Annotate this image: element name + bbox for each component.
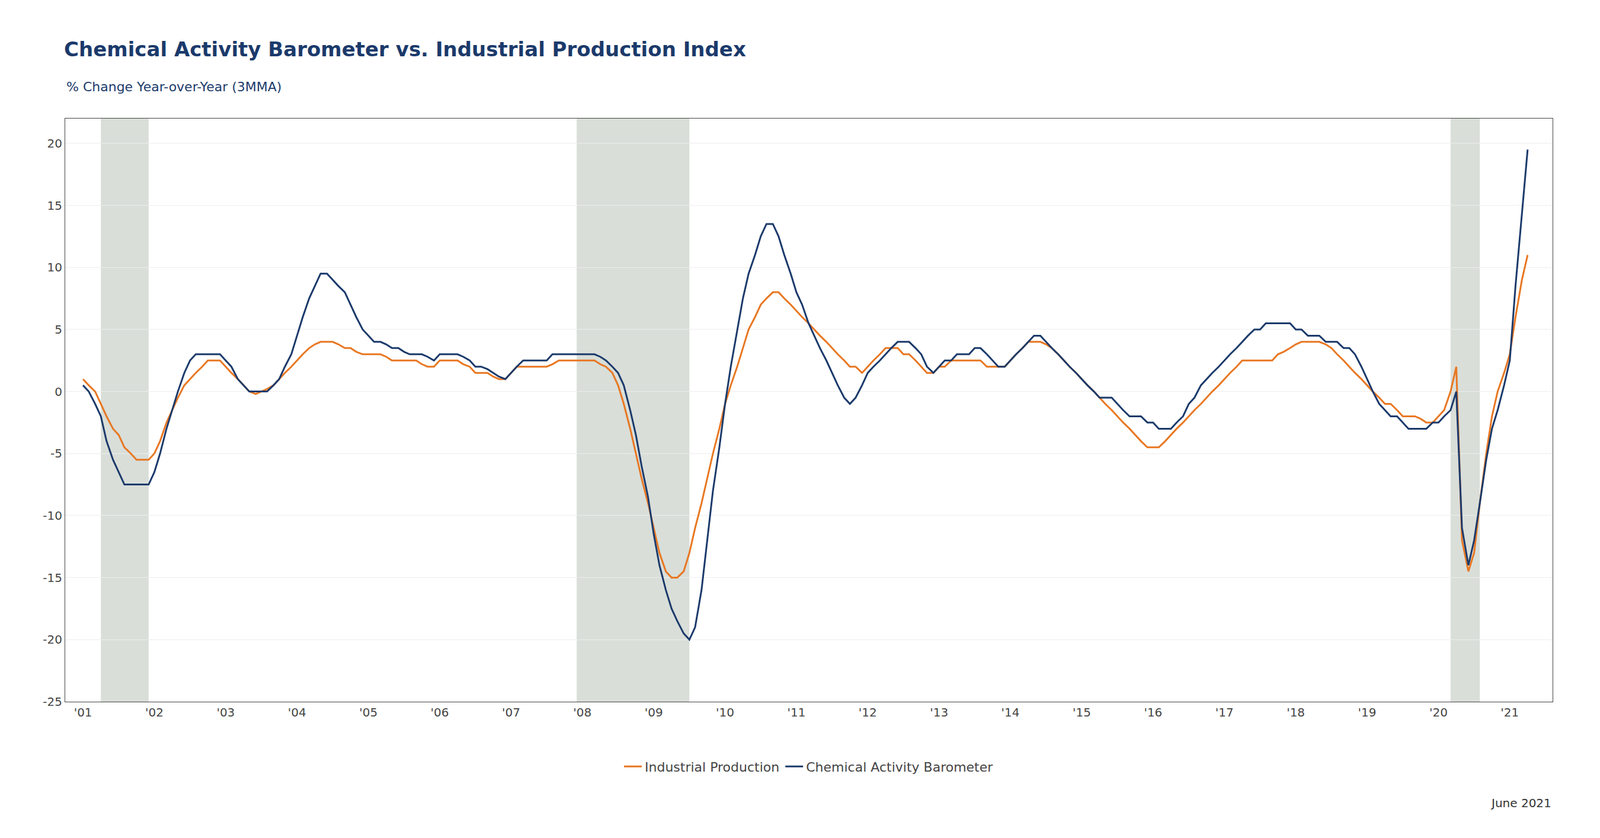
svg-text:'08: '08 bbox=[573, 705, 592, 720]
svg-text:'20: '20 bbox=[1429, 705, 1448, 720]
svg-text:-5: -5 bbox=[50, 446, 63, 461]
svg-text:5: 5 bbox=[54, 322, 63, 337]
svg-text:-25: -25 bbox=[42, 694, 63, 709]
svg-text:'05: '05 bbox=[359, 705, 378, 720]
svg-text:'13: '13 bbox=[929, 705, 949, 720]
svg-text:Industrial Production: Industrial Production bbox=[644, 759, 780, 775]
svg-text:'06: '06 bbox=[430, 705, 450, 720]
svg-text:10: 10 bbox=[47, 260, 63, 275]
svg-text:'17: '17 bbox=[1215, 705, 1234, 720]
svg-text:% Change Year-over-Year (3MMA): % Change Year-over-Year (3MMA) bbox=[66, 79, 282, 95]
svg-text:20: 20 bbox=[47, 136, 63, 151]
svg-text:'19: '19 bbox=[1358, 705, 1377, 720]
svg-text:'12: '12 bbox=[858, 705, 878, 720]
svg-text:-10: -10 bbox=[42, 508, 63, 523]
svg-text:'03: '03 bbox=[216, 705, 235, 720]
svg-text:0: 0 bbox=[54, 384, 63, 399]
svg-text:Chemical Activity Barometer: Chemical Activity Barometer bbox=[805, 759, 994, 775]
svg-text:'16: '16 bbox=[1143, 705, 1163, 720]
svg-text:'18: '18 bbox=[1286, 705, 1305, 720]
svg-text:-20: -20 bbox=[42, 632, 63, 647]
svg-text:'14: '14 bbox=[1001, 705, 1020, 720]
svg-text:'10: '10 bbox=[715, 705, 735, 720]
svg-text:-15: -15 bbox=[42, 570, 63, 585]
svg-text:'04: '04 bbox=[288, 705, 307, 720]
svg-text:'09: '09 bbox=[644, 705, 664, 720]
svg-text:'01: '01 bbox=[74, 705, 93, 720]
svg-text:15: 15 bbox=[47, 198, 63, 213]
svg-text:'11: '11 bbox=[786, 705, 806, 720]
svg-text:'15: '15 bbox=[1072, 705, 1091, 720]
svg-text:'07: '07 bbox=[501, 705, 521, 720]
svg-text:'02: '02 bbox=[145, 705, 164, 720]
svg-text:Chemical Activity Barometer vs: Chemical Activity Barometer vs. Industri… bbox=[64, 37, 747, 62]
svg-text:'21: '21 bbox=[1500, 705, 1519, 720]
svg-text:June 2021: June 2021 bbox=[1490, 795, 1552, 811]
